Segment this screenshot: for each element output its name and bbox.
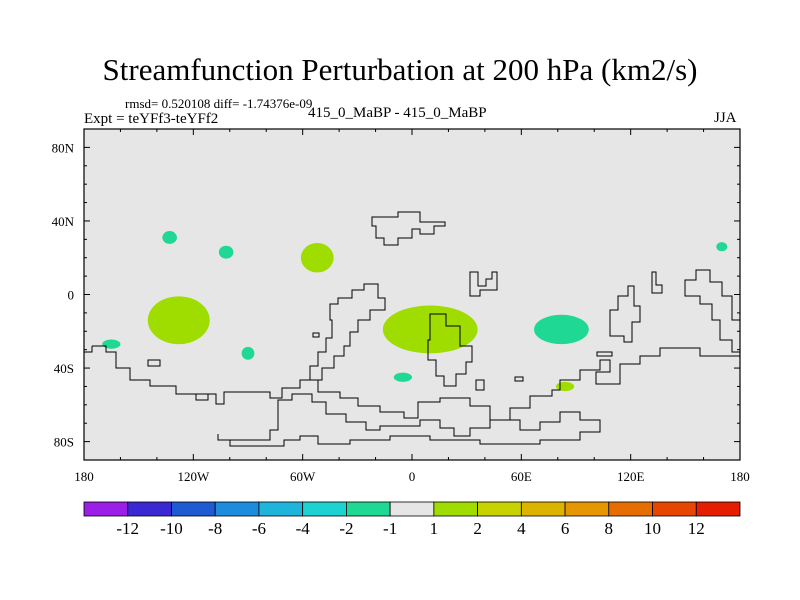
colorbar: -12 -10 -8 -6 -4 -2 -1 1 2 4 6 8 10 12 <box>83 501 741 538</box>
x-tick-label: 120E <box>617 469 645 484</box>
anomaly-patch <box>300 243 334 273</box>
colorbar-swatch <box>652 501 697 517</box>
map-background <box>84 129 740 460</box>
colorbar-label: 8 <box>605 519 614 538</box>
x-tick-label: 180 <box>74 469 94 484</box>
colorbar-label: -12 <box>116 519 139 538</box>
colorbar-swatch <box>127 501 172 517</box>
colorbar-label: 12 <box>688 519 705 538</box>
x-tick-label: 60E <box>511 469 532 484</box>
stats-label: rmsd= 0.520108 diff= -1.74376e-09 <box>125 96 313 111</box>
x-tick-label: 0 <box>409 469 416 484</box>
coastline <box>469 271 498 297</box>
colorbar-label: -10 <box>160 519 183 538</box>
anomaly-patch <box>241 346 255 360</box>
x-tick-label: 180 <box>730 469 750 484</box>
y-tick-label: 80S <box>54 435 74 450</box>
colorbar-swatch <box>695 501 741 517</box>
colorbar-swatch <box>608 501 653 517</box>
coastlines <box>84 211 740 447</box>
coastline <box>147 359 161 367</box>
coastline <box>195 393 209 401</box>
y-tick-label: 0 <box>68 288 75 303</box>
season-label: JJA <box>714 110 737 126</box>
colorbar-swatch <box>345 501 391 517</box>
x-tick-label: 60W <box>290 469 316 484</box>
colorbar-swatch <box>258 501 304 517</box>
coastline <box>217 393 601 447</box>
colorbar-label: -8 <box>208 519 222 538</box>
map-title: Streamfunction Perturbation at 200 hPa (… <box>102 52 698 87</box>
anomaly-patch <box>534 314 589 345</box>
coastline <box>609 285 641 343</box>
colorbar-label: 4 <box>517 519 526 538</box>
center-label: 415_0_MaBP - 415_0_MaBP <box>308 105 487 121</box>
y-tick-label: 40N <box>52 214 75 229</box>
colorbar-swatch <box>302 501 347 517</box>
colorbar-label: -2 <box>339 519 353 538</box>
coastline <box>596 351 613 357</box>
colorbar-label: -1 <box>383 519 397 538</box>
colorbar-swatch <box>520 501 566 517</box>
anomaly-patch <box>218 245 234 259</box>
colorbar-swatch <box>83 501 129 517</box>
colorbar-label: 10 <box>644 519 661 538</box>
colorbar-swatch <box>171 501 216 517</box>
coastline <box>514 376 524 382</box>
coastline <box>84 346 93 353</box>
y-tick-label: 40S <box>54 361 74 376</box>
x-tick-label: 120W <box>177 469 210 484</box>
coastline <box>651 271 663 294</box>
colorbar-label: 1 <box>430 519 439 538</box>
coastline <box>427 313 473 387</box>
y-tick-label: 80N <box>52 140 75 155</box>
coastline <box>684 269 740 353</box>
coastline <box>371 211 446 246</box>
anomaly-patch <box>102 339 121 349</box>
colorbar-label: 6 <box>561 519 570 538</box>
axis-ticks: 180 120W 60W 0 60E 120E 180 80N 40N 0 40S 80S <box>52 129 750 484</box>
anomaly-patch <box>716 242 728 252</box>
colorbar-swatch <box>389 501 435 517</box>
experiment-label: Expt = teYFf3-teYFf2 <box>84 111 219 127</box>
anomaly-patch <box>393 372 412 382</box>
colorbar-swatch <box>433 501 479 517</box>
coastline <box>312 332 320 338</box>
colorbar-swatch <box>477 501 522 517</box>
colorbar-swatch <box>564 501 610 517</box>
anomaly-patch <box>162 231 177 244</box>
colorbar-label: 2 <box>473 519 482 538</box>
coastline <box>309 283 386 381</box>
coastline <box>475 379 485 391</box>
colorbar-swatch <box>214 501 260 517</box>
anomaly-patch <box>555 381 575 392</box>
anomaly-patch <box>147 296 210 345</box>
colorbar-label: -6 <box>252 519 266 538</box>
colorbar-label: -4 <box>296 519 311 538</box>
